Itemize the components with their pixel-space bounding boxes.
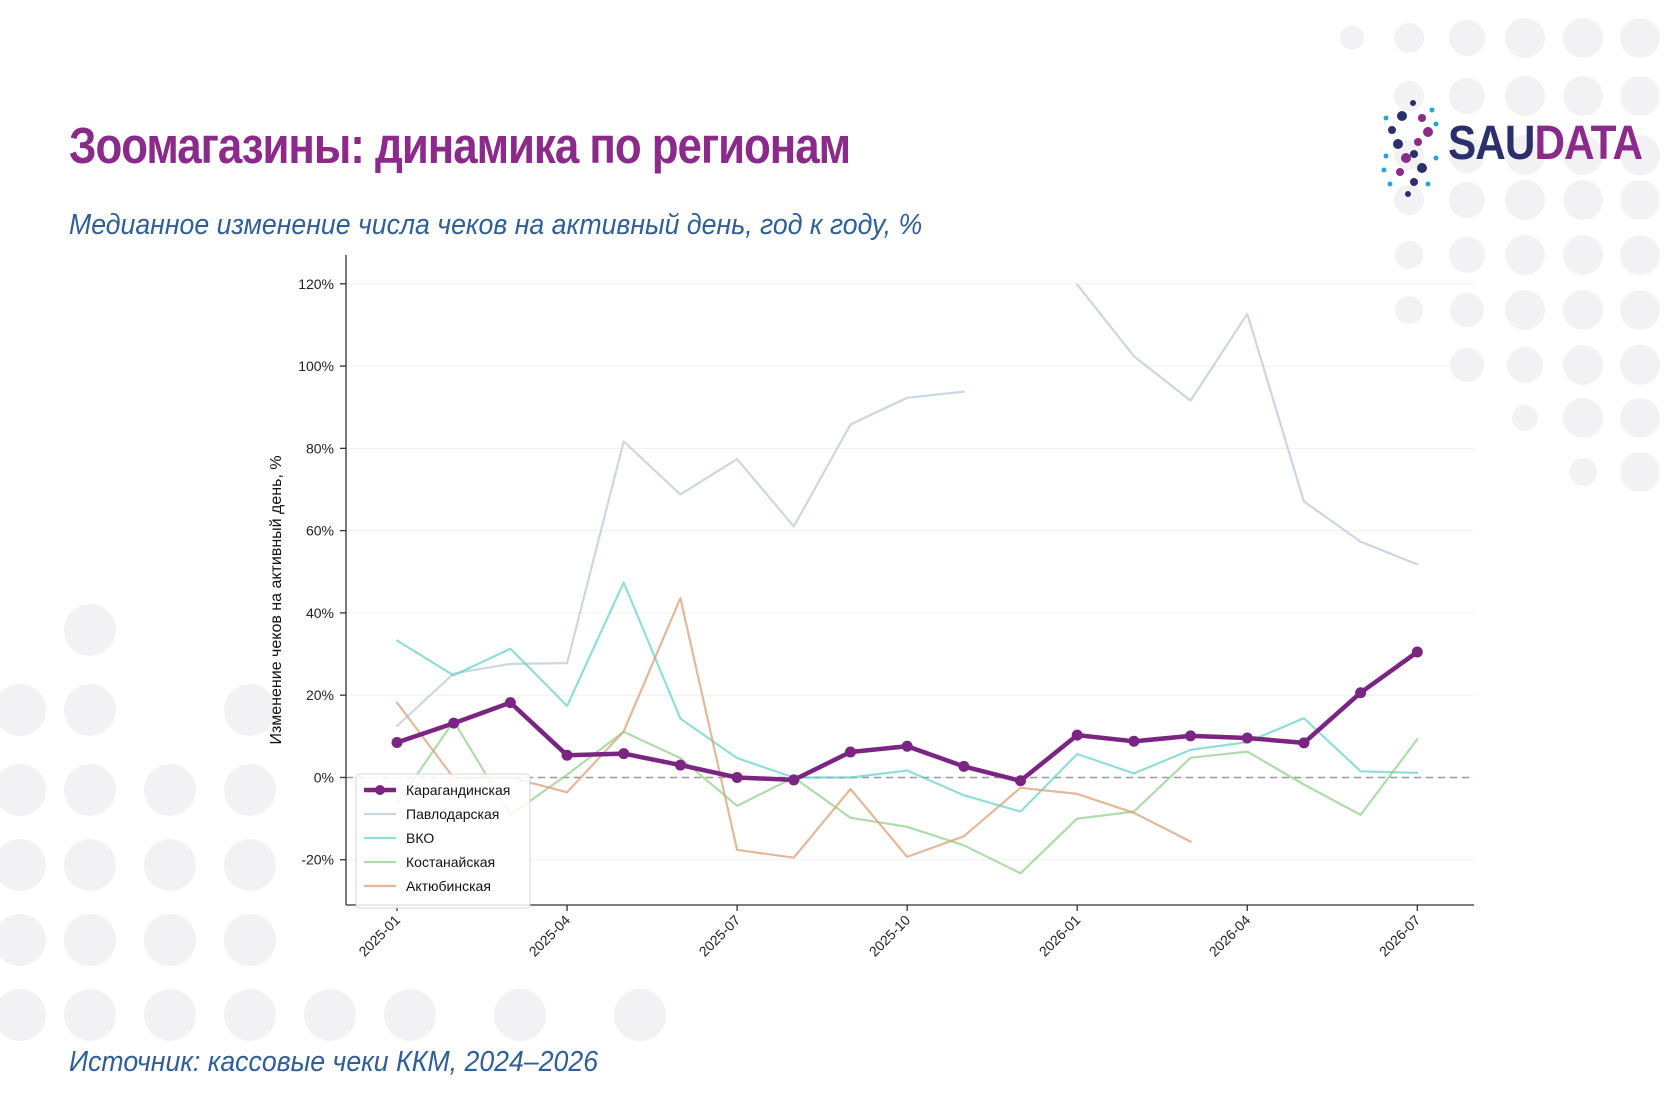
- data-point: [1128, 735, 1140, 747]
- data-point: [1355, 687, 1367, 699]
- logo-mark-icon: [1381, 100, 1439, 197]
- data-point: [561, 749, 573, 761]
- data-point: [1185, 730, 1197, 742]
- data-point: [1241, 732, 1253, 744]
- data-point: [731, 771, 743, 783]
- logo-text-sau: SAU: [1448, 117, 1535, 170]
- legend-label: Костанайская: [406, 854, 495, 870]
- data-point: [1298, 737, 1310, 749]
- y-tick-label: 40%: [306, 605, 334, 621]
- data-point: [844, 746, 856, 758]
- y-tick-label: -20%: [301, 852, 334, 868]
- y-tick-label: 80%: [306, 440, 334, 456]
- data-point: [901, 740, 913, 752]
- legend-marker: [375, 785, 385, 795]
- data-point: [618, 748, 630, 760]
- chart-subtitle: Медианное изменение числа чеков на актив…: [69, 209, 923, 241]
- legend-label: Павлодарская: [406, 806, 499, 822]
- y-tick-label: 0%: [314, 769, 334, 785]
- data-point: [958, 760, 970, 772]
- x-tick-label: 2026-07: [1376, 912, 1424, 960]
- data-point: [1015, 775, 1027, 787]
- y-tick-label: 100%: [298, 358, 334, 374]
- legend-label: Карагандинская: [406, 782, 510, 798]
- source-note: Источник: кассовые чеки ККМ, 2024–2026: [69, 1046, 599, 1078]
- series-line-1: [395, 283, 1419, 728]
- x-tick-label: 2025-10: [866, 912, 914, 960]
- legend-label: ВКО: [406, 830, 434, 846]
- data-point: [1411, 646, 1423, 658]
- data-point: [674, 759, 686, 771]
- legend-box: [355, 773, 531, 909]
- data-point: [504, 697, 516, 709]
- line-chart: -20% 0% 20% 40% 60% 80% 100% 120% 2025-01 2025-04…: [268, 255, 1474, 960]
- data-point: [448, 717, 460, 729]
- y-tick-label: 20%: [306, 687, 334, 703]
- page-title: Зоомагазины: динамика по регионам: [69, 117, 851, 174]
- x-tick-label: 2026-04: [1206, 912, 1254, 960]
- series-line-3: [395, 720, 1419, 875]
- data-point: [788, 774, 800, 786]
- legend-label: Актюбинская: [406, 878, 491, 894]
- y-tick-label: 60%: [306, 523, 334, 539]
- saudata-logo: SAUDATA: [1378, 96, 1643, 200]
- x-tick-label: 2026-01: [1036, 912, 1084, 960]
- x-tick-label: 2025-07: [696, 912, 744, 960]
- data-point: [391, 737, 403, 748]
- logo-wordmark: SAUDATA: [1448, 116, 1643, 171]
- y-axis-title: Изменение чеков на активный день, %: [268, 455, 285, 744]
- x-tick-label: 2025-04: [526, 912, 574, 960]
- x-tick-label: 2025-01: [355, 912, 403, 960]
- data-point: [1071, 729, 1083, 741]
- logo-text-data: DATA: [1534, 117, 1643, 170]
- chart-legend: Карагандинская Павлодарская ВКО Костанайска…: [355, 773, 531, 909]
- y-tick-label: 120%: [298, 276, 334, 292]
